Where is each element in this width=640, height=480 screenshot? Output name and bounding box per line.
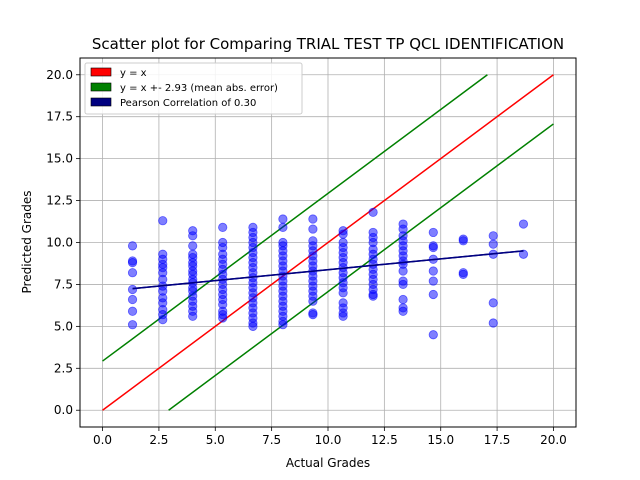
data-point <box>308 310 318 320</box>
points-layer <box>127 207 529 340</box>
data-point <box>428 276 438 286</box>
data-point <box>308 214 318 224</box>
x-tick-label: 12.5 <box>371 433 398 447</box>
data-point <box>488 239 498 249</box>
data-point <box>398 279 408 290</box>
identity-line <box>102 74 554 411</box>
legend-label-3: Pearson Correlation of 0.30 <box>120 98 256 109</box>
data-point <box>278 214 288 224</box>
data-point <box>488 231 498 241</box>
data-point <box>368 207 378 217</box>
data-point <box>398 266 408 276</box>
data-point <box>338 229 348 239</box>
x-tick-label: 0.0 <box>93 433 112 447</box>
y-tick-label: 0.0 <box>54 403 73 417</box>
y-ticks: 0.0 2.5 5.0 7.5 10.0 12.5 15.0 17.5 20.0 <box>46 68 80 417</box>
data-point <box>188 241 198 251</box>
data-point <box>488 298 498 308</box>
data-point <box>308 224 318 234</box>
data-point <box>428 266 438 276</box>
y-tick-label: 2.5 <box>54 361 73 375</box>
data-point <box>127 306 138 316</box>
y-tick-label: 10.0 <box>46 236 73 250</box>
data-point <box>368 291 378 301</box>
chart-title: Scatter plot for Comparing TRIAL TEST TP… <box>92 35 564 53</box>
data-point <box>428 330 438 340</box>
data-point <box>127 241 138 251</box>
y-tick-label: 20.0 <box>46 68 73 82</box>
data-point <box>188 231 198 241</box>
data-point <box>218 222 228 233</box>
x-tick-label: 7.5 <box>262 433 281 447</box>
data-point <box>518 249 529 259</box>
data-point <box>428 242 438 253</box>
data-point <box>428 289 438 300</box>
legend-swatch-2 <box>90 82 112 92</box>
y-axis-label: Predicted Grades <box>20 191 34 294</box>
data-point <box>188 311 198 321</box>
data-point <box>278 222 288 233</box>
correlation-line-overlay <box>132 250 524 290</box>
data-point <box>518 219 529 229</box>
x-tick-label: 20.0 <box>540 433 567 447</box>
data-point <box>488 318 498 328</box>
data-point <box>308 296 318 306</box>
data-point <box>458 269 468 279</box>
data-point <box>338 311 348 321</box>
x-ticks: 0.0 2.5 5.0 7.5 10.0 12.5 15.0 17.5 20.0 <box>93 427 567 447</box>
legend-label-1: y = x <box>120 68 147 79</box>
x-tick-label: 17.5 <box>484 433 511 447</box>
data-point <box>127 284 138 295</box>
data-point <box>398 306 408 316</box>
data-point <box>127 258 138 268</box>
y-tick-label: 15.0 <box>46 152 73 166</box>
legend: y = x y = x +- 2.93 (mean abs. error) Pe… <box>84 62 303 115</box>
legend-box <box>84 62 303 115</box>
data-point <box>338 288 348 298</box>
legend-swatch-1 <box>90 67 112 77</box>
x-axis-label: Actual Grades <box>286 456 370 470</box>
x-tick-label: 2.5 <box>149 433 168 447</box>
x-tick-label: 15.0 <box>427 433 454 447</box>
x-tick-label: 10.0 <box>315 433 342 447</box>
y-tick-label: 5.0 <box>54 319 73 333</box>
data-point <box>398 294 408 305</box>
data-point <box>428 227 438 238</box>
data-point <box>158 315 168 325</box>
legend-swatch-3 <box>90 97 112 107</box>
x-tick-label: 5.0 <box>206 433 225 447</box>
data-point <box>458 236 468 246</box>
data-point <box>218 313 228 323</box>
data-point <box>248 321 258 331</box>
y-tick-label: 17.5 <box>46 110 73 124</box>
data-point <box>127 268 138 278</box>
data-point <box>127 294 138 305</box>
data-point <box>158 216 168 226</box>
y-tick-label: 12.5 <box>46 194 73 208</box>
data-point <box>127 320 138 330</box>
data-point <box>278 320 288 330</box>
y-tick-label: 7.5 <box>54 277 73 291</box>
legend-label-2: y = x +- 2.93 (mean abs. error) <box>120 83 278 94</box>
